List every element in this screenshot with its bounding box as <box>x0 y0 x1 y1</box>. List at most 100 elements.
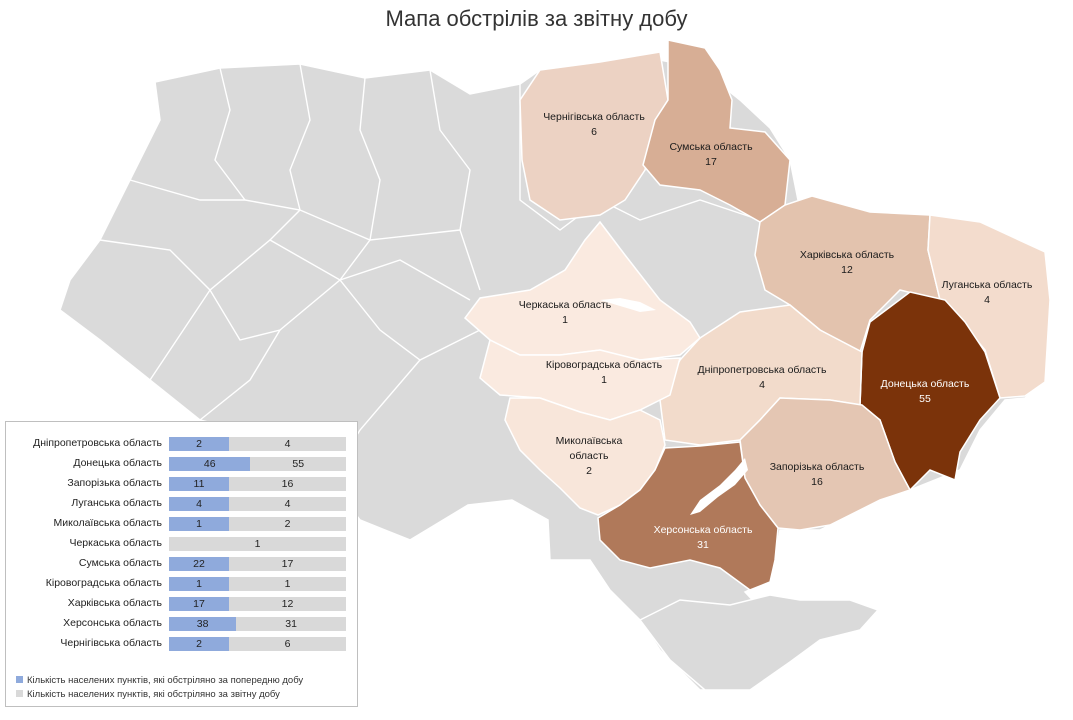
value-previous: 4 <box>196 498 202 510</box>
legend-swatch-previous <box>16 676 23 683</box>
value-previous: 11 <box>193 478 205 490</box>
kakhovka-reservoir <box>690 458 748 515</box>
value-current: 2 <box>284 518 291 530</box>
map-title: Мапа обстрілів за звітну добу <box>385 6 688 31</box>
value-current: 1 <box>254 538 261 550</box>
value-current: 55 <box>292 458 305 470</box>
bar-previous <box>169 457 251 471</box>
region-labels: Чернігівська область 6 Сумська область 17 Ха… <box>519 111 1033 551</box>
bar-previous <box>169 617 237 631</box>
legend-current: Кількість населених пунктів, які обстріл… <box>16 689 280 700</box>
category-label: Луганська область <box>71 497 162 509</box>
region-label-sumy: Сумська область <box>669 141 753 153</box>
region-luhansk <box>927 214 1051 399</box>
bar-previous <box>169 557 229 571</box>
value-previous: 38 <box>196 618 209 630</box>
region-value-sumy: 17 <box>705 156 717 168</box>
region-value-mykolaiv: 2 <box>586 465 592 477</box>
value-current: 6 <box>284 638 291 650</box>
category-label: Кіровоградська область <box>45 577 162 589</box>
legend-label-previous: Кількість населених пунктів, які обстріл… <box>27 675 304 686</box>
region-label-mykolaiv: область <box>570 450 609 462</box>
region-label-donetsk: Донецька область <box>881 378 970 390</box>
region-label-mykolaiv: Миколаївська <box>556 435 623 447</box>
value-current: 17 <box>281 558 294 570</box>
value-previous: 22 <box>193 558 205 570</box>
category-label: Запорізька область <box>67 477 162 489</box>
value-current: 16 <box>281 478 294 490</box>
region-label-chernihiv: Чернігівська область <box>543 111 645 123</box>
region-value-cherkasy: 1 <box>562 314 568 326</box>
chart-row: Донецька область 46 55 <box>6 456 359 472</box>
chart-row: Чернігівська область 2 6 <box>6 636 359 652</box>
region-value-chernihiv: 6 <box>591 126 597 138</box>
value-current: 4 <box>284 438 291 450</box>
region-value-zaporizhzhia: 16 <box>811 476 823 488</box>
value-previous: 46 <box>203 458 216 470</box>
category-label: Черкаська область <box>69 537 162 549</box>
region-value-dnipro: 4 <box>759 379 765 391</box>
category-label: Дніпропетровська область <box>33 437 162 449</box>
bar-previous <box>169 477 229 491</box>
bar-current: 46 55 <box>169 457 346 471</box>
value-current: 12 <box>281 598 294 610</box>
bar-current: 11 16 <box>169 477 346 491</box>
chart-row: Миколаївська область 1 2 <box>6 516 359 532</box>
value-previous: 2 <box>196 438 202 450</box>
chart-row: Сумська область 22 17 <box>6 556 359 572</box>
region-label-zaporizhzhia: Запорізька область <box>770 461 865 473</box>
chart-row: Дніпропетровська область 2 4 <box>6 436 359 452</box>
bar-previous <box>169 637 229 651</box>
value-previous: 1 <box>196 578 202 590</box>
comparison-chart: Дніпропетровська область 2 4 Донецька облас… <box>5 421 358 707</box>
bar-current: 17 12 <box>169 597 346 611</box>
category-label: Сумська область <box>78 557 162 569</box>
region-label-kirovohrad: Кіровоградська область <box>546 359 663 371</box>
value-current: 31 <box>285 618 297 630</box>
bar-previous <box>169 497 229 511</box>
chart-row: Черкаська область 1 <box>6 536 359 552</box>
kremenchuk-reservoir <box>600 298 656 312</box>
region-label-kherson: Херсонська область <box>654 524 753 536</box>
region-value-kirovohrad: 1 <box>601 374 607 386</box>
value-previous: 1 <box>196 518 202 530</box>
legend-label-current: Кількість населених пунктів, які обстріл… <box>27 689 280 700</box>
region-label-dnipro: Дніпропетровська область <box>698 364 827 376</box>
chart-row: Харківська область 17 12 <box>6 596 359 612</box>
category-label: Чернігівська область <box>60 637 162 649</box>
bar-current: 1 <box>169 537 346 551</box>
bar-current: 38 31 <box>169 617 346 631</box>
region-label-kharkiv: Харківська область <box>800 249 895 261</box>
value-current: 1 <box>284 578 291 590</box>
region-label-cherkasy: Черкаська область <box>519 299 612 311</box>
region-chernihiv <box>519 51 669 221</box>
chart-row: Херсонська область 38 31 <box>6 616 359 632</box>
category-label: Харківська область <box>67 597 162 609</box>
legend-swatch-current <box>16 690 23 697</box>
inactive-region-borders <box>99 63 761 481</box>
region-label-luhansk: Луганська область <box>942 279 1033 291</box>
bar-previous <box>169 597 229 611</box>
region-kharkiv <box>754 195 942 354</box>
region-kirovohrad <box>479 338 681 421</box>
region-value-donetsk: 55 <box>919 393 931 405</box>
category-label: Херсонська область <box>63 617 162 629</box>
region-value-kherson: 31 <box>697 539 709 551</box>
bar-previous <box>169 517 229 531</box>
legend-previous: Кількість населених пунктів, які обстріл… <box>16 675 303 686</box>
bar-current: 22 17 <box>169 557 346 571</box>
category-label: Миколаївська область <box>53 517 162 529</box>
chart-row: Луганська область 4 4 <box>6 496 359 512</box>
bar-previous <box>169 437 229 451</box>
value-previous: 2 <box>196 638 202 650</box>
region-value-luhansk: 4 <box>984 294 990 306</box>
chart-row: Кіровоградська область 1 1 <box>6 576 359 592</box>
value-previous: 17 <box>193 598 205 610</box>
value-current: 4 <box>284 498 291 510</box>
